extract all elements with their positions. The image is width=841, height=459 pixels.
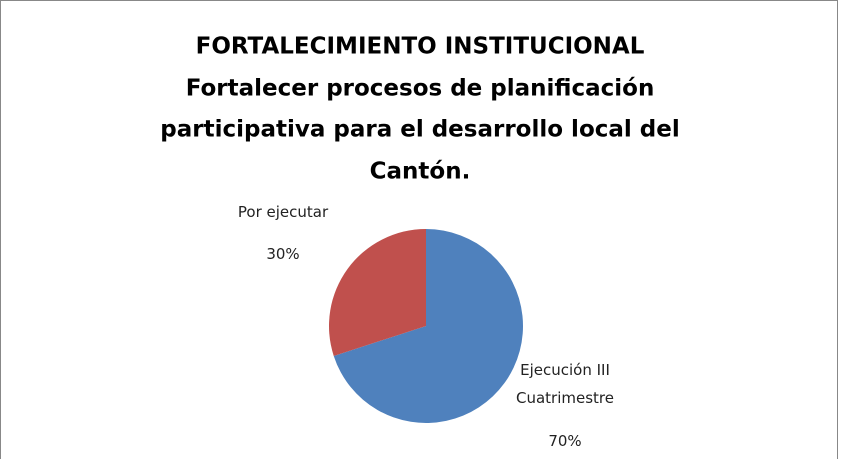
slice-label: Ejecución III Cuatrimestre [516, 361, 614, 407]
pie-slice [333, 229, 523, 423]
chart-title: FORTALECIMIENTO INSTITUCIONAL [196, 34, 645, 60]
chart-title: participativa para el desarrollo local d… [160, 117, 679, 143]
chart-title: Cantón. [370, 159, 471, 185]
slice-label: Por ejecutar [237, 203, 329, 221]
pie-slice [328, 229, 426, 356]
slice-value-label: 70% [548, 432, 582, 450]
slice-value-label: 30% [266, 245, 300, 263]
chart-title: Fortalecer procesos de planificación [186, 76, 655, 102]
